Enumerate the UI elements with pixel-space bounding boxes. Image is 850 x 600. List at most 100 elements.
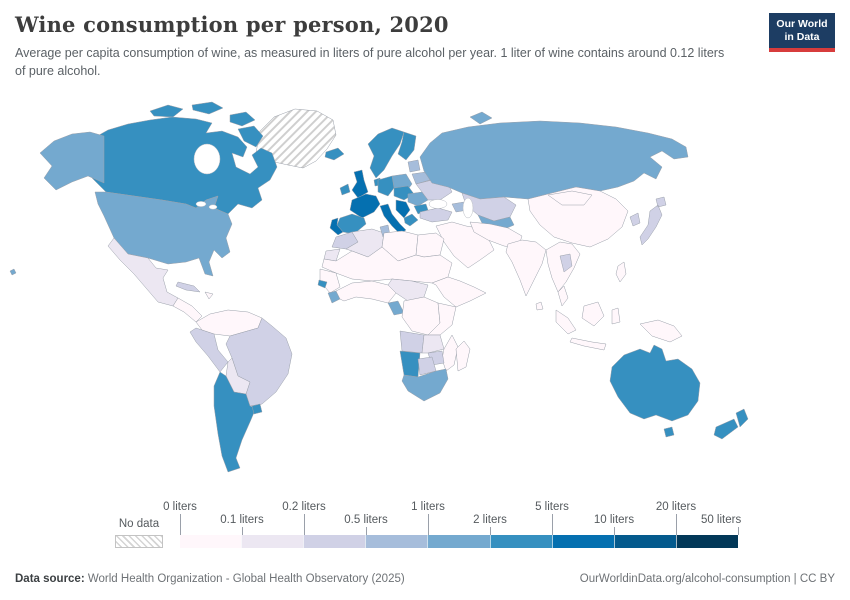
- legend-tick-label: 50 liters: [700, 514, 742, 526]
- world-map-svg: [9, 101, 749, 473]
- chart-footer: Data source: World Health Organization -…: [15, 573, 835, 585]
- country-uk[interactable]: [351, 169, 369, 199]
- country-borneo[interactable]: [581, 301, 605, 327]
- country-peru[interactable]: [189, 327, 229, 373]
- country-china[interactable]: [527, 186, 629, 248]
- country-namibia[interactable]: [399, 350, 421, 378]
- country-zambia[interactable]: [421, 334, 445, 354]
- hudson-bay: [193, 143, 221, 175]
- country-laos[interactable]: [559, 253, 573, 273]
- country-gabon-congo[interactable]: [387, 300, 405, 316]
- legend-bin[interactable]: [241, 535, 304, 548]
- country-java[interactable]: [569, 337, 607, 351]
- country-portugal[interactable]: [329, 217, 344, 236]
- country-angola[interactable]: [399, 330, 425, 354]
- data-source-label: Data source:: [15, 573, 85, 585]
- country-germany[interactable]: [377, 175, 395, 197]
- country-sri-lanka[interactable]: [535, 301, 544, 311]
- legend-no-data-label: No data: [118, 518, 160, 530]
- legend-no-data-swatch[interactable]: [115, 535, 163, 548]
- legend-bin[interactable]: [675, 535, 738, 548]
- legend-bin[interactable]: [489, 535, 552, 548]
- legend-bin[interactable]: [365, 535, 428, 548]
- legend-bin[interactable]: [180, 535, 242, 548]
- legend-tick-label: 0.5 liters: [344, 514, 388, 526]
- legend-bin[interactable]: [551, 535, 614, 548]
- country-malay-peninsula[interactable]: [557, 285, 569, 307]
- country-baltics[interactable]: [407, 159, 421, 173]
- country-ireland[interactable]: [339, 183, 351, 196]
- legend-tick: [180, 514, 181, 535]
- legend-tick: [304, 514, 305, 535]
- country-tasmania[interactable]: [663, 426, 675, 438]
- country-new-guinea[interactable]: [639, 319, 683, 343]
- data-source: Data source: World Health Organization -…: [15, 573, 405, 585]
- legend-tick-label: 20 liters: [655, 501, 697, 513]
- legend-bin[interactable]: [427, 535, 490, 548]
- great-lakes-east: [208, 204, 218, 210]
- legend-tick-label: 0.2 liters: [282, 501, 326, 513]
- legend-tick: [242, 527, 243, 535]
- country-south-africa[interactable]: [401, 368, 449, 402]
- legend-tick-label: 5 liters: [535, 501, 569, 513]
- country-new-zealand[interactable]: [713, 408, 749, 440]
- data-source-text: World Health Organization - Global Healt…: [84, 573, 405, 585]
- map-legend: No data 0 liters 0.1 liters 0.2 liters 0.5 …: [115, 500, 775, 554]
- country-horn-of-africa[interactable]: [431, 276, 487, 308]
- country-greenland[interactable]: [255, 108, 337, 169]
- country-novaya-zemlya[interactable]: [469, 111, 493, 125]
- legend-tick: [490, 527, 491, 535]
- country-sulawesi[interactable]: [611, 307, 621, 325]
- legend-color-bar: [180, 535, 738, 548]
- country-balkans[interactable]: [395, 199, 411, 219]
- page-title: Wine consumption per person, 2020: [15, 12, 449, 37]
- country-argentina-chile[interactable]: [213, 371, 257, 473]
- owid-logo-line1: Our World: [776, 18, 828, 30]
- caspian-sea: [462, 197, 474, 219]
- country-iceland[interactable]: [324, 147, 345, 161]
- country-hawaii[interactable]: [9, 268, 17, 276]
- black-sea: [428, 199, 448, 209]
- country-mozambique[interactable]: [441, 334, 459, 372]
- legend-tick: [676, 514, 677, 535]
- country-hispaniola[interactable]: [204, 291, 214, 300]
- country-russia[interactable]: [419, 120, 689, 200]
- legend-bin[interactable]: [303, 535, 366, 548]
- country-uruguay[interactable]: [251, 403, 263, 415]
- legend-tick: [738, 527, 739, 535]
- chart-subtitle: Average per capita consumption of wine, …: [15, 46, 725, 79]
- country-guinea-bissau[interactable]: [317, 279, 328, 289]
- country-central-america[interactable]: [172, 297, 203, 323]
- country-romania[interactable]: [407, 191, 429, 207]
- country-finland[interactable]: [397, 131, 417, 161]
- legend-bin[interactable]: [613, 535, 676, 548]
- world-map: [0, 95, 850, 497]
- country-usa[interactable]: [94, 191, 233, 277]
- country-egypt[interactable]: [415, 232, 445, 258]
- great-lakes: [195, 201, 207, 207]
- country-alaska[interactable]: [39, 131, 105, 191]
- legend-tick-label: 0 liters: [163, 501, 197, 513]
- country-norway-sweden[interactable]: [367, 127, 405, 179]
- country-korea[interactable]: [629, 212, 641, 227]
- legend-tick: [614, 527, 615, 535]
- country-sahel[interactable]: [321, 246, 453, 284]
- country-france[interactable]: [349, 193, 381, 219]
- country-philippines[interactable]: [615, 261, 627, 283]
- credit-line: OurWorldinData.org/alcohol-consumption |…: [579, 573, 835, 585]
- country-canadian-arctic[interactable]: [149, 101, 264, 148]
- owid-logo[interactable]: Our World in Data: [769, 13, 835, 53]
- country-greece[interactable]: [403, 213, 419, 227]
- country-cuba[interactable]: [175, 281, 201, 293]
- legend-tick-label: 1 liters: [411, 501, 445, 513]
- country-west-africa-coast[interactable]: [335, 280, 397, 304]
- country-madagascar[interactable]: [455, 340, 471, 372]
- legend-tick: [366, 527, 367, 535]
- country-japan[interactable]: [639, 196, 667, 246]
- legend-tick-label: 0.1 liters: [220, 514, 264, 526]
- country-sumatra[interactable]: [555, 309, 577, 335]
- country-australia[interactable]: [609, 344, 701, 422]
- country-mongolia[interactable]: [547, 190, 593, 206]
- country-india[interactable]: [505, 239, 547, 297]
